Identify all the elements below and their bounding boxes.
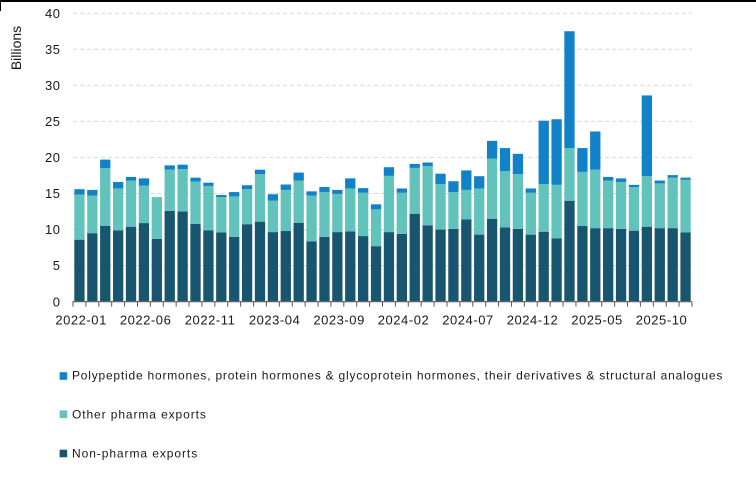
svg-text:25: 25 (45, 114, 60, 129)
svg-text:2024-07: 2024-07 (442, 313, 494, 328)
svg-text:2024-02: 2024-02 (378, 313, 430, 328)
svg-text:15: 15 (45, 186, 60, 201)
svg-text:Non-pharma exports: Non-pharma exports (72, 446, 198, 460)
svg-text:Polypeptide hormones, protein: Polypeptide hormones, protein hormones &… (72, 368, 723, 382)
svg-text:2024-12: 2024-12 (507, 313, 559, 328)
svg-text:30: 30 (45, 78, 60, 93)
svg-text:20: 20 (45, 150, 60, 165)
svg-text:2023-04: 2023-04 (249, 313, 301, 328)
svg-text:Billions: Billions (8, 26, 24, 70)
svg-text:40: 40 (45, 6, 60, 21)
svg-text:0: 0 (53, 294, 61, 309)
svg-text:2023-09: 2023-09 (313, 313, 365, 328)
svg-text:2022-06: 2022-06 (120, 313, 172, 328)
svg-text:2025-10: 2025-10 (636, 313, 688, 328)
svg-text:2022-01: 2022-01 (55, 313, 107, 328)
svg-text:10: 10 (45, 222, 60, 237)
svg-text:5: 5 (53, 258, 61, 273)
svg-text:2022-11: 2022-11 (185, 313, 236, 328)
svg-text:35: 35 (45, 42, 60, 57)
svg-text:Other pharma exports: Other pharma exports (72, 407, 207, 421)
svg-text:2025-05: 2025-05 (571, 313, 623, 328)
